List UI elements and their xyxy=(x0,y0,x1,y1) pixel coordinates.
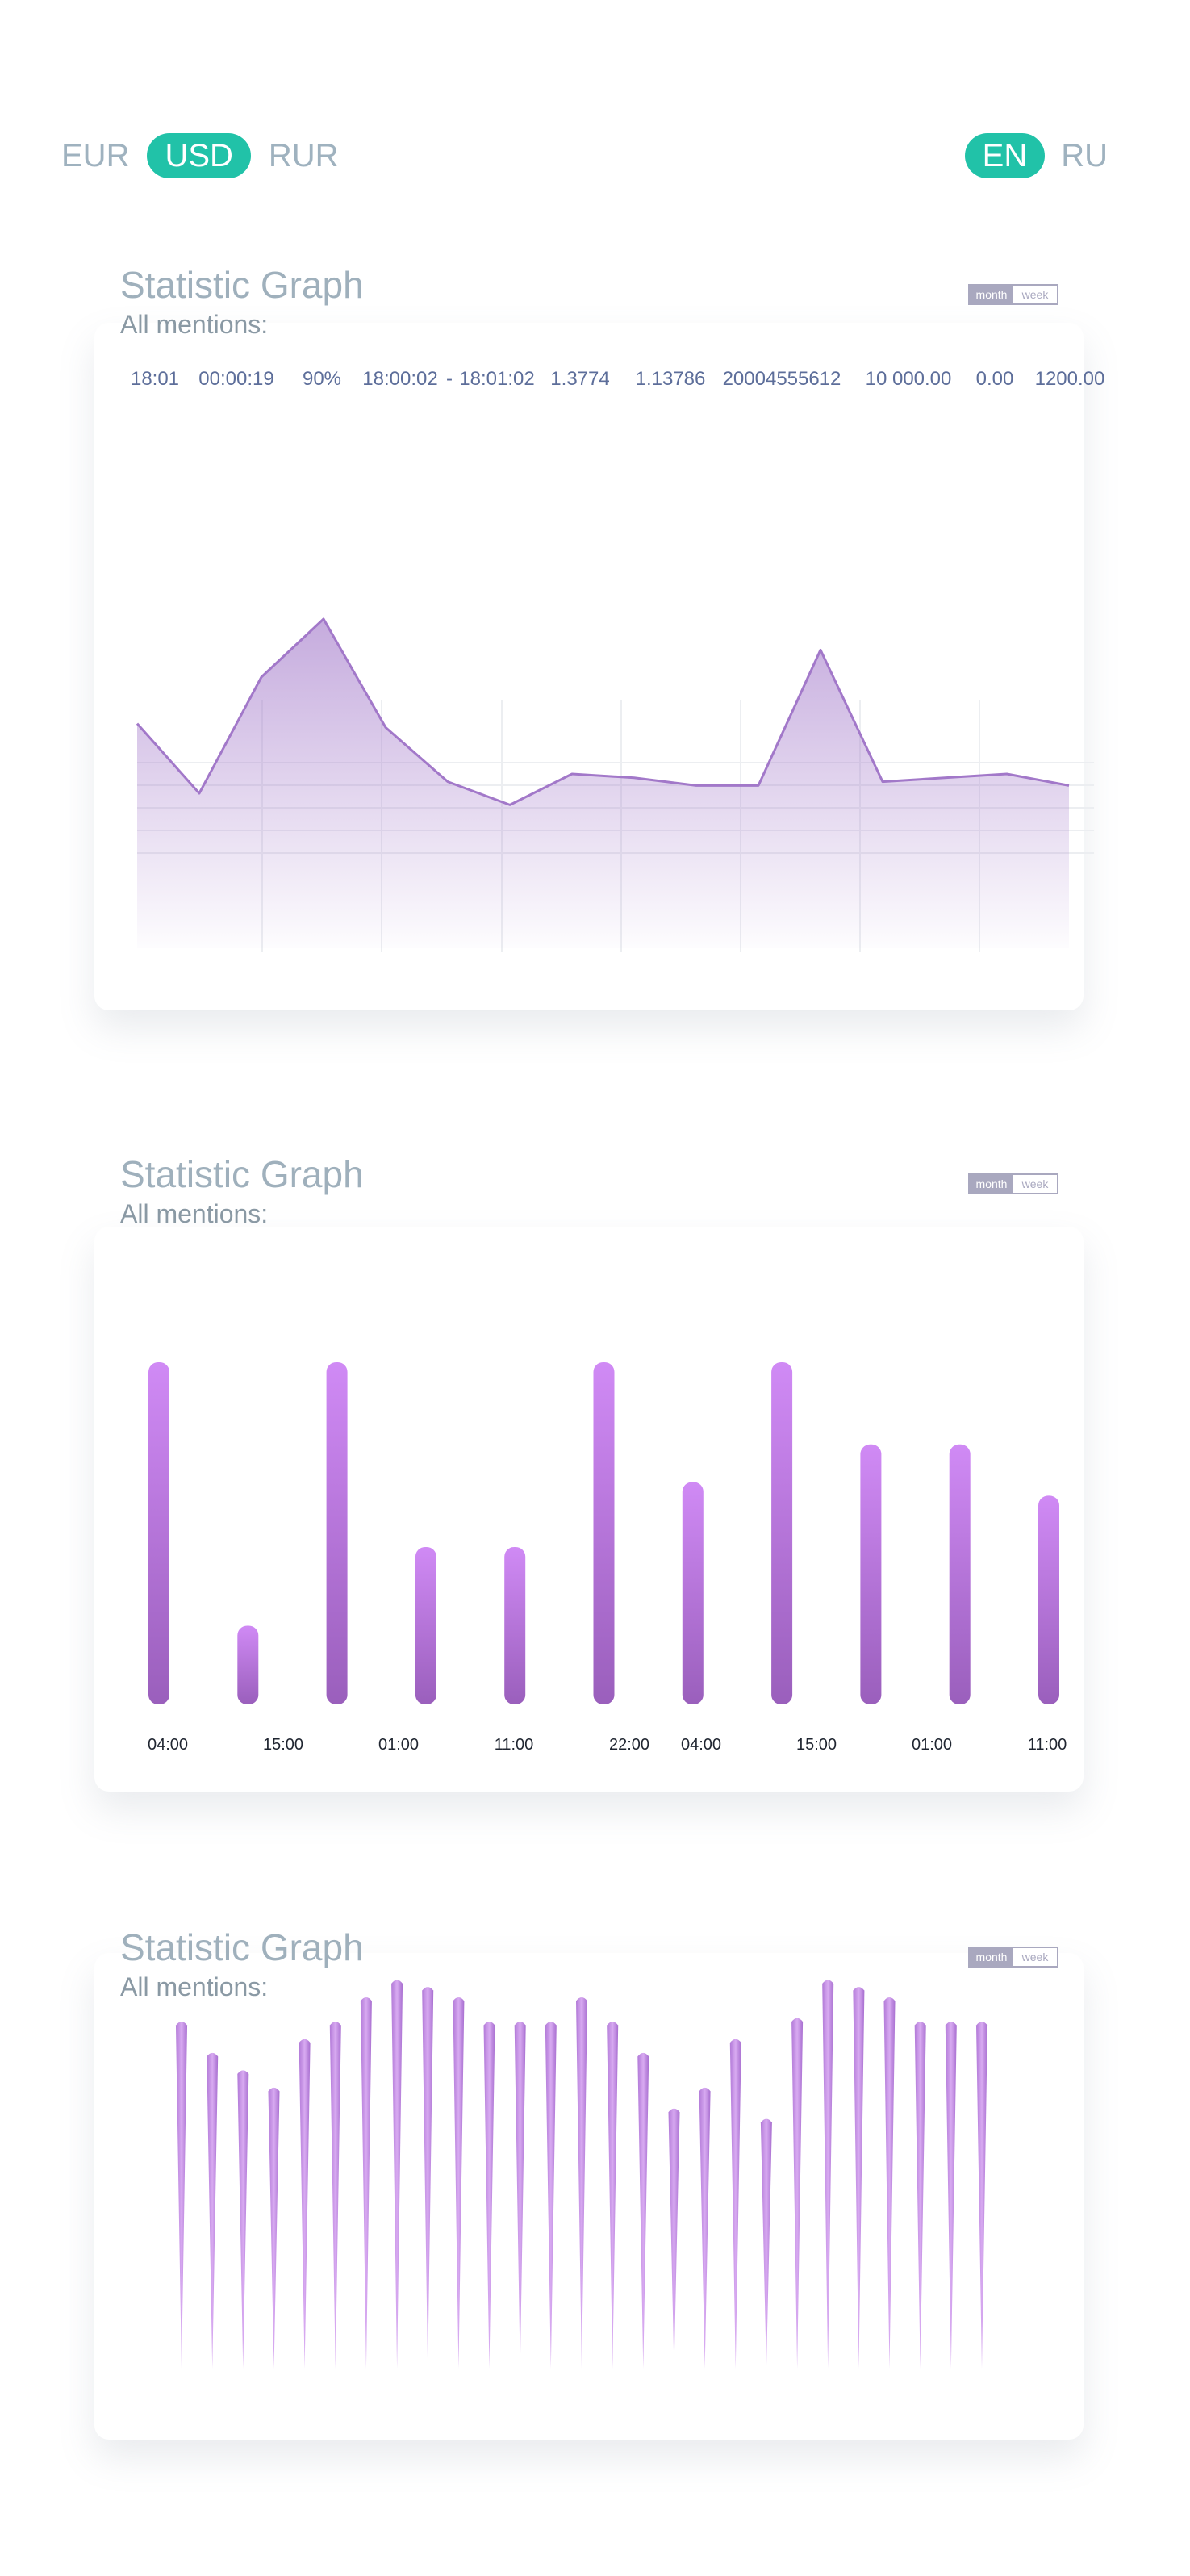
stat-value: 90% xyxy=(303,368,341,390)
bar-label: 15:00 xyxy=(796,1736,837,1754)
bar xyxy=(682,1482,704,1704)
bar-chart: 04:00 15:00 01:00 11:00 22:00 04:00 15:00 01:00… xyxy=(148,1362,1067,1754)
toggle-month[interactable]: month xyxy=(970,1175,1013,1193)
currency-option-usd[interactable]: USD xyxy=(147,133,251,178)
spike-bar xyxy=(268,2087,280,2369)
spike-bar xyxy=(483,2022,495,2369)
currency-switcher: EUR USD RUR xyxy=(53,133,347,178)
section-header-2: Statistic Graph All mentions: xyxy=(120,1152,364,1230)
spike-bar xyxy=(883,1997,896,2369)
spike-bar xyxy=(545,2022,557,2369)
bar xyxy=(593,1362,615,1704)
bar xyxy=(771,1362,793,1704)
stat-value: - xyxy=(446,368,453,390)
bar xyxy=(504,1547,526,1704)
bar-label: 11:00 xyxy=(495,1736,534,1754)
spike-bar xyxy=(329,2022,341,2369)
bar-label: 22:00 xyxy=(609,1736,649,1754)
bar-label: 11:00 xyxy=(1028,1736,1067,1754)
bar-label: 01:00 xyxy=(912,1736,952,1754)
stat-value: 00:00:19 xyxy=(198,368,273,390)
stat-value: 18:01:02 xyxy=(459,368,534,390)
spike-bar xyxy=(760,2118,772,2369)
toggle-week[interactable]: week xyxy=(1013,1175,1057,1193)
toggle-month[interactable]: month xyxy=(970,1948,1013,1966)
section-subtitle: All mentions: xyxy=(120,1199,269,1228)
period-toggle: month week xyxy=(968,1947,1058,1968)
stat-value: 0.00 xyxy=(976,368,1014,390)
spike-bar xyxy=(237,2070,249,2369)
section-title: Statistic Graph xyxy=(120,264,364,306)
stat-value: 18:01 xyxy=(131,368,179,390)
toggle-month[interactable]: month xyxy=(970,286,1013,303)
toggle-week[interactable]: week xyxy=(1013,1948,1057,1966)
toggle-week[interactable]: week xyxy=(1013,286,1057,303)
spike-bar xyxy=(668,2108,680,2369)
currency-option-eur[interactable]: EUR xyxy=(61,138,130,174)
spike-bar xyxy=(422,1987,434,2369)
stat-value: 1.13786 xyxy=(636,368,706,390)
bar xyxy=(949,1444,971,1704)
top-bar: EUR USD RUR EN RU xyxy=(0,133,1190,185)
stat-value: 10 000.00 xyxy=(866,368,952,390)
bar xyxy=(415,1547,436,1704)
bar xyxy=(148,1362,169,1704)
bar xyxy=(860,1444,882,1704)
bar-label: 15:00 xyxy=(263,1736,303,1754)
spike-chart xyxy=(176,1980,987,2369)
area-chart: 18:01 00:00:19 90% 18:00:02-18:01:02 1.3774 1… xyxy=(131,368,1104,952)
spike-bar xyxy=(391,1980,403,2369)
section-header-1: Statistic Graph All mentions: xyxy=(120,263,364,341)
spike-bar xyxy=(207,2052,219,2369)
bar xyxy=(1038,1495,1059,1704)
bar xyxy=(326,1362,348,1704)
language-switcher: EN RU xyxy=(964,133,1116,178)
bar-label: 04:00 xyxy=(148,1736,188,1754)
spike-bar xyxy=(853,1987,865,2369)
section-header-3: Statistic Graph All mentions: xyxy=(120,1926,364,2003)
spike-bar xyxy=(576,1997,587,2369)
area-fill xyxy=(137,619,1069,948)
spike-bar xyxy=(699,2087,711,2369)
language-option-en[interactable]: EN xyxy=(964,133,1046,178)
spike-bar xyxy=(453,1997,465,2369)
spike-bar xyxy=(607,2022,619,2369)
spike-bar xyxy=(914,2022,926,2369)
spike-bar xyxy=(176,2022,187,2369)
spike-bar xyxy=(976,2022,987,2369)
language-option-ru[interactable]: RU xyxy=(1061,138,1108,174)
section-subtitle: All mentions: xyxy=(120,1972,269,2001)
bar-label: 01:00 xyxy=(378,1736,419,1754)
bar-chart-card xyxy=(94,1227,1084,1792)
spike-bar xyxy=(945,2022,957,2369)
stat-value: 18:00:02 xyxy=(362,368,437,390)
spike-bar xyxy=(637,2052,649,2369)
spike-bar xyxy=(729,2039,741,2369)
stat-value: 20004555612 xyxy=(723,368,841,390)
spike-bar xyxy=(514,2022,526,2369)
stat-value: 1200.00 xyxy=(1035,368,1105,390)
spike-bar xyxy=(360,1997,372,2369)
spike-bar xyxy=(822,1980,834,2369)
spike-bar xyxy=(791,2018,804,2369)
area-line xyxy=(136,617,1070,806)
bar-label: 04:00 xyxy=(681,1736,721,1754)
period-toggle: month week xyxy=(968,1173,1058,1194)
section-title: Statistic Graph xyxy=(120,1153,364,1195)
section-title: Statistic Graph xyxy=(120,1926,364,1968)
section-subtitle: All mentions: xyxy=(120,310,269,339)
currency-option-rur[interactable]: RUR xyxy=(268,138,339,174)
period-toggle: month week xyxy=(968,284,1058,305)
stat-value: 1.3774 xyxy=(550,368,609,390)
spike-bar xyxy=(299,2039,311,2369)
bar xyxy=(237,1625,259,1704)
